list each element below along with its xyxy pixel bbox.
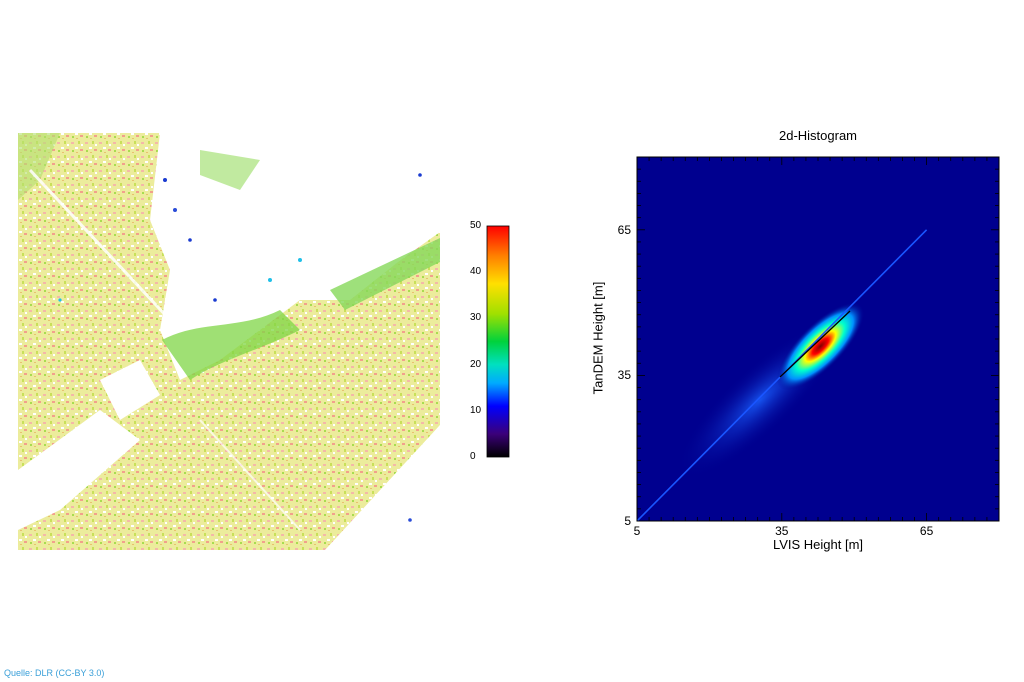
y-tick-label-35: 35 [617,368,631,383]
density-peak [776,302,865,391]
fit-line [779,310,851,378]
colorbar-tick-0: 0 [470,451,476,462]
colorbar-tick-50: 50 [470,220,482,231]
colorbar-tick-40: 40 [470,266,482,278]
map-swaths [18,133,440,550]
chart-title: 2d-Histogram [778,128,858,143]
x-tick-label-35: 35 [775,524,789,538]
x-axis-label: LVIS Height [m] [772,537,864,552]
x-tick-label-5: 5 [633,524,641,538]
y-tick-label-65: 65 [617,222,631,237]
colorbar-tick-10: 10 [470,404,482,416]
y-axis-label: TanDEM Height [m] [590,281,606,395]
axis-tick-marks [636,156,1000,522]
source-credit: Quelle: DLR (CC-BY 3.0) [4,668,105,678]
colorbar-tick-20: 20 [470,358,482,370]
x-tick-label-65: 65 [919,524,934,538]
colorbar [486,225,510,458]
y-tick-label-5: 5 [624,514,631,528]
colorbar-tick-30: 30 [470,312,482,324]
